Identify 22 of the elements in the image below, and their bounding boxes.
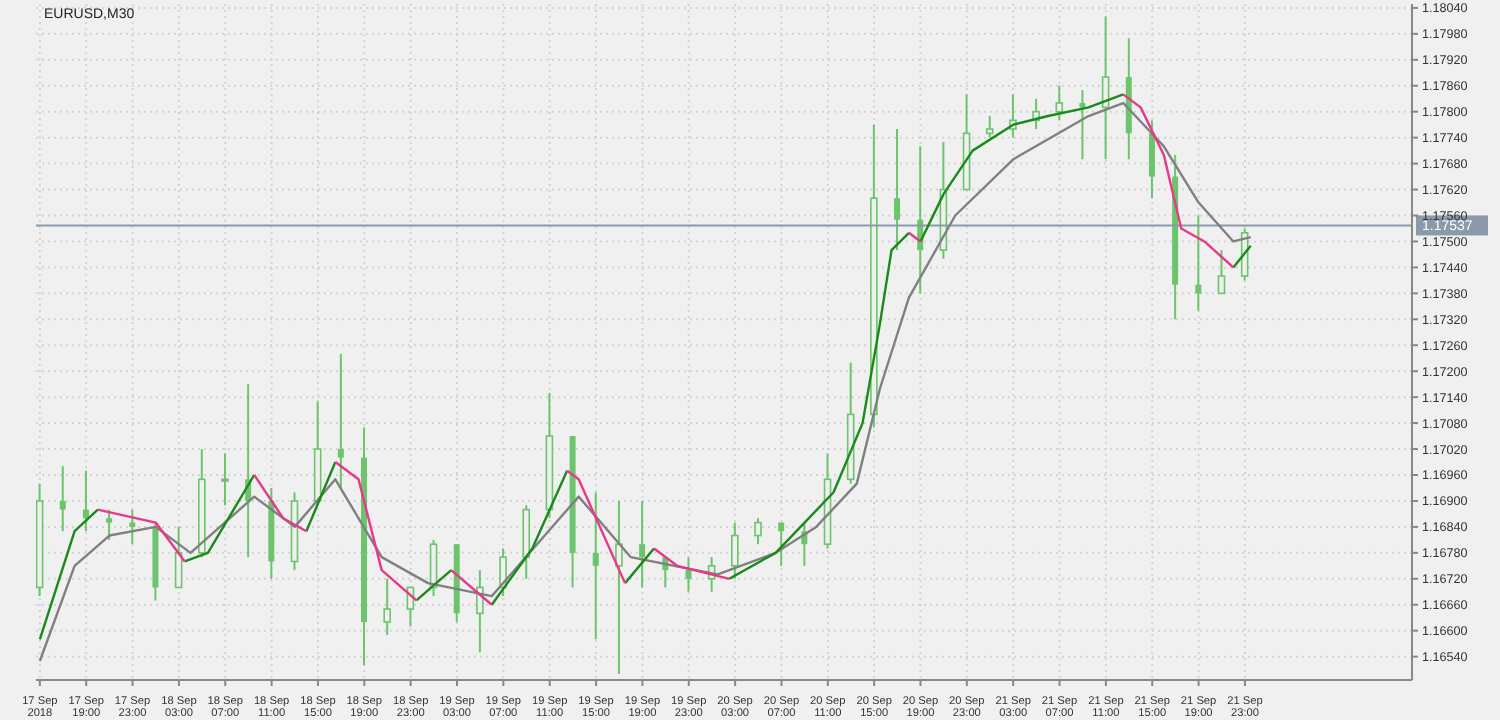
candlestick: [221, 452, 229, 507]
candlestick: [59, 465, 66, 533]
candlestick: [754, 517, 762, 546]
candlestick: [639, 499, 646, 589]
candlestick: [383, 577, 391, 637]
candlestick: [106, 508, 113, 541]
candlestick: [778, 521, 785, 567]
candlestick: [592, 491, 599, 641]
candlestick: [82, 469, 89, 533]
candlestick: [1079, 89, 1086, 161]
candlestick: [1055, 84, 1064, 122]
candlestick: [1195, 214, 1202, 312]
candlestick: [337, 352, 344, 489]
candlestick: [1148, 119, 1155, 200]
candlestick: [1217, 249, 1226, 295]
candlestick: [615, 499, 623, 675]
candlestick: [129, 508, 136, 546]
candlestick: [985, 115, 994, 139]
candlestick: [894, 127, 901, 252]
candlestick: [685, 556, 692, 593]
candlestick: [522, 504, 531, 580]
candlestick: [731, 521, 739, 580]
